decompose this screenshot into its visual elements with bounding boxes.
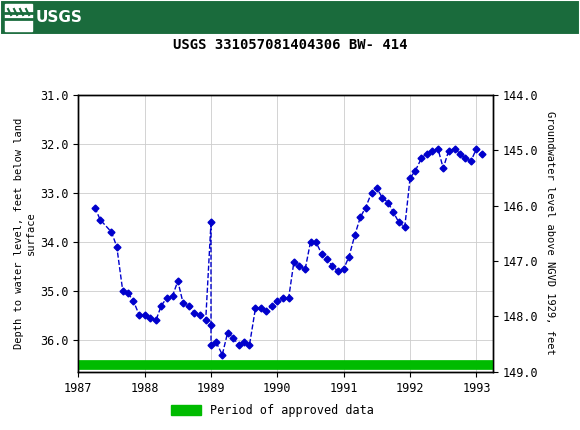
Legend: Period of approved data: Period of approved data <box>166 399 379 422</box>
Text: USGS: USGS <box>36 10 83 25</box>
Text: USGS 331057081404306 BW- 414: USGS 331057081404306 BW- 414 <box>173 38 407 52</box>
Y-axis label: Groundwater level above NGVD 1929, feet: Groundwater level above NGVD 1929, feet <box>545 111 555 355</box>
FancyBboxPatch shape <box>0 0 580 35</box>
FancyBboxPatch shape <box>5 4 32 31</box>
Y-axis label: Depth to water level, feet below land
surface: Depth to water level, feet below land su… <box>14 118 36 349</box>
